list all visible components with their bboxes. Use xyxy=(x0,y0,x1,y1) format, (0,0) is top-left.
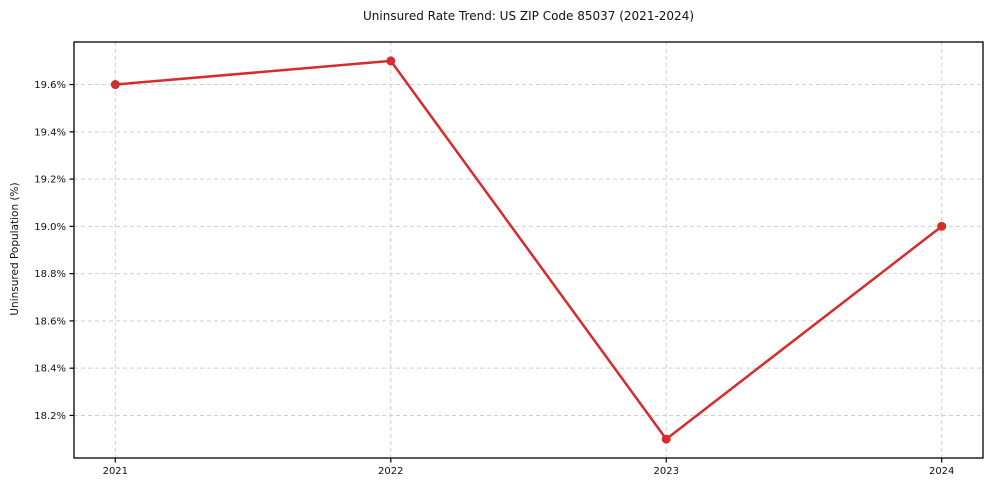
y-tick-label: 18.4% xyxy=(34,364,66,375)
x-tick-label: 2024 xyxy=(929,466,954,477)
data-line xyxy=(114,59,943,441)
x-tick-label: 2022 xyxy=(378,466,403,477)
y-tick-label: 19.4% xyxy=(34,127,66,138)
chart-title: Uninsured Rate Trend: US ZIP Code 85037 … xyxy=(362,9,695,23)
y-tick-label: 18.2% xyxy=(34,411,66,422)
y-tick-label: 19.2% xyxy=(34,175,66,186)
data-point xyxy=(386,56,396,66)
y-axis-label: Uninsured Population (%) xyxy=(9,182,21,316)
y-tick-label: 18.8% xyxy=(34,269,66,280)
x-tick-label: 2023 xyxy=(654,466,679,477)
y-tick-label: 19.0% xyxy=(34,222,66,233)
axes-frame xyxy=(73,41,984,459)
y-tick-label: 18.6% xyxy=(34,316,66,327)
data-point xyxy=(110,80,120,90)
data-point xyxy=(661,434,671,444)
y-tick-label: 19.6% xyxy=(34,80,66,91)
data-point xyxy=(937,221,947,231)
x-tick-label: 2021 xyxy=(103,466,128,477)
